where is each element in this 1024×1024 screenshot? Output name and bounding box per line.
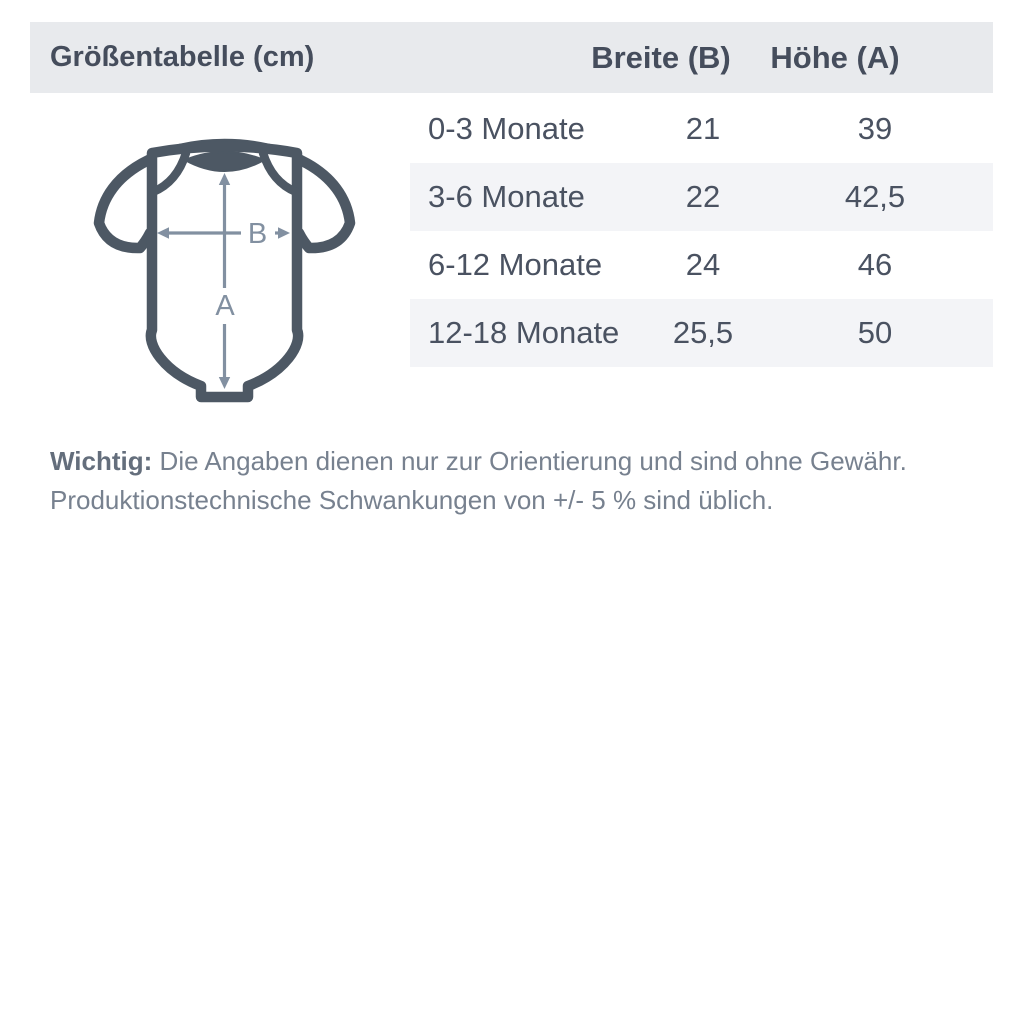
- size-label: 12-18 Monate: [428, 315, 620, 350]
- table-title: Größentabelle (cm): [50, 41, 315, 73]
- table-row: 0-3 Monate 21 39: [410, 95, 993, 163]
- table-row: 12-18 Monate 25,5 50: [410, 299, 993, 367]
- width-arrowhead-right: [278, 227, 290, 239]
- column-header-width: Breite (B): [591, 40, 731, 75]
- height-value: 39: [857, 111, 893, 146]
- width-value: 22: [685, 179, 721, 214]
- width-value: 25,5: [672, 315, 734, 350]
- column-header-height: Höhe (A): [770, 40, 900, 75]
- table-row: 6-12 Monate 24 46: [410, 231, 993, 299]
- size-label: 6-12 Monate: [428, 247, 603, 282]
- size-label: 0-3 Monate: [428, 111, 585, 146]
- size-label: 3-6 Monate: [428, 179, 585, 214]
- bodysuit-diagram-icon: A B: [93, 138, 356, 403]
- height-value: 46: [857, 247, 893, 282]
- left-shoulder-seam: [148, 148, 191, 197]
- disclaimer-prefix: Wichtig:: [50, 446, 153, 476]
- width-value: 21: [685, 111, 721, 146]
- table-row: 3-6 Monate 22 42,5: [410, 163, 993, 231]
- height-arrowhead-top: [218, 173, 231, 185]
- right-shoulder-seam: [258, 148, 301, 197]
- height-arrowhead-bottom: [218, 377, 231, 389]
- size-table-body: 0-3 Monate 21 39 3-6 Monate 22 42,5 6-12…: [410, 95, 993, 367]
- height-value: 42,5: [844, 179, 906, 214]
- width-value: 24: [685, 247, 721, 282]
- disclaimer-note: Wichtig: Die Angaben dienen nur zur Orie…: [50, 442, 980, 520]
- table-header: Größentabelle (cm) Breite (B) Höhe (A): [30, 22, 993, 93]
- width-label: B: [248, 218, 267, 250]
- height-label: A: [215, 290, 235, 322]
- width-arrowhead-left: [157, 227, 169, 239]
- disclaimer-line2: Produktionstechnische Schwankungen von +…: [50, 485, 774, 515]
- height-value: 50: [857, 315, 893, 350]
- disclaimer-line1: Die Angaben dienen nur zur Orientierung …: [152, 446, 907, 476]
